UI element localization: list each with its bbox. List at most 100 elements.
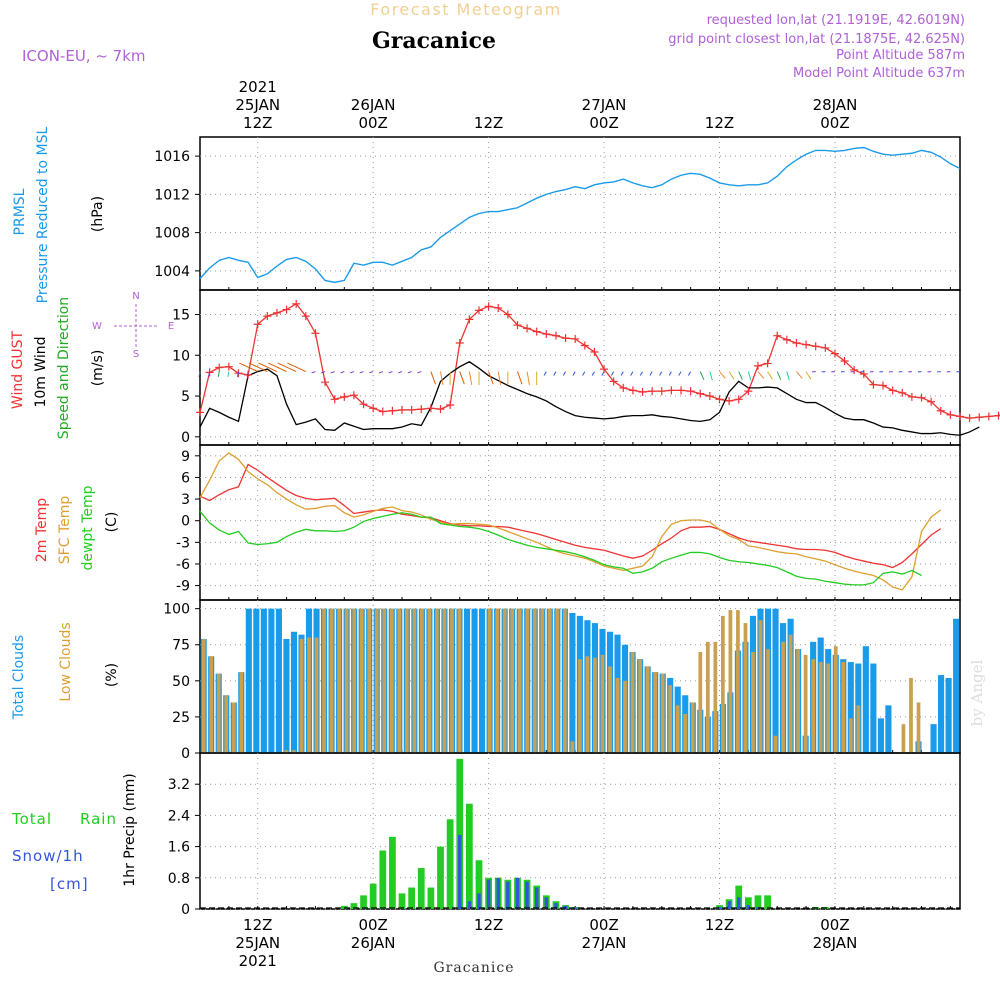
low-cloud-bar xyxy=(766,649,770,753)
wind-arrow xyxy=(388,371,393,374)
gust-marker xyxy=(696,389,705,398)
tsfc-line xyxy=(199,452,942,591)
y-tick-label: -6 xyxy=(176,557,190,573)
y-tick-label: 5 xyxy=(181,389,190,405)
low-cloud-bar xyxy=(645,666,650,753)
gust-marker xyxy=(628,386,637,395)
y-tick-label: 0.8 xyxy=(168,871,190,887)
gust-marker xyxy=(975,413,984,422)
low-cloud-label: Low Clouds xyxy=(58,622,74,701)
pressure-panel: PRMSL Pressure Reduced to MSL (hPa) 1004… xyxy=(12,126,961,303)
y-tick-label: 9 xyxy=(181,449,190,465)
bottom-time-label: 00Z xyxy=(589,916,618,934)
gust-marker xyxy=(811,342,820,351)
wind-arrow xyxy=(369,371,374,374)
low-cloud-bar xyxy=(593,657,597,753)
low-cloud-bar xyxy=(623,680,627,753)
low-cloud-bar xyxy=(495,608,499,753)
low-cloud-bar xyxy=(555,608,560,753)
gust-marker xyxy=(965,414,974,423)
low-cloud-bar xyxy=(450,608,454,753)
rain-bar xyxy=(446,819,454,909)
top-time-label: 12Z xyxy=(243,114,272,132)
low-cloud-bar xyxy=(299,638,304,753)
low-cloud-bar xyxy=(668,685,673,753)
total-cloud-bar xyxy=(847,662,854,753)
gust-marker xyxy=(523,324,532,333)
low-cloud-bar xyxy=(374,608,379,753)
low-cloud-bar xyxy=(705,641,710,753)
panel-frame xyxy=(199,752,961,910)
footer-location: Gracanice xyxy=(433,960,514,976)
y-tick-label: 0 xyxy=(181,746,190,762)
suptitle: Forecast Meteogram xyxy=(370,0,561,19)
wind-arrow xyxy=(582,371,586,376)
gust-marker xyxy=(946,410,955,419)
wind-arrow xyxy=(757,371,765,379)
requested-coords: requested lon,lat (21.1919E, 42.6019N) xyxy=(707,13,965,28)
low-cloud-bar xyxy=(201,638,206,753)
rain-bar xyxy=(408,887,416,909)
wind-arrow xyxy=(572,371,576,376)
pressure-label-2: Pressure Reduced to MSL xyxy=(35,126,51,303)
bottom-time-label: 12Z xyxy=(474,916,503,934)
low-cloud-bar xyxy=(224,695,229,753)
snow-bar xyxy=(746,905,751,909)
gust-marker xyxy=(667,386,676,395)
wind-arrow xyxy=(468,371,473,385)
low-cloud-bar xyxy=(540,608,545,753)
gust-marker xyxy=(474,306,483,315)
total-cloud-bar xyxy=(945,677,952,753)
y-tick-label: 1.6 xyxy=(168,840,190,856)
rain-bar xyxy=(456,758,464,909)
low-cloud-bar xyxy=(751,651,755,753)
wind-arrow xyxy=(620,371,624,376)
y-tick-label: 1004 xyxy=(154,264,190,280)
top-time-label: 28JAN xyxy=(813,96,858,114)
wind-arrow xyxy=(268,362,287,373)
wind-arrow xyxy=(277,362,297,373)
top-time-label: 00Z xyxy=(358,114,387,132)
gust-marker xyxy=(686,387,695,396)
y-tick-label: 25 xyxy=(172,710,190,726)
low-cloud-bar xyxy=(389,608,394,753)
low-cloud-bar xyxy=(525,608,530,753)
low-cloud-bar xyxy=(352,608,357,753)
y-tick-label: 3.2 xyxy=(168,777,190,793)
bottom-time-label: 00Z xyxy=(358,916,387,934)
gust-marker xyxy=(301,312,310,321)
gust-marker xyxy=(917,393,926,402)
low-cloud-bar xyxy=(856,705,861,753)
gust-marker xyxy=(869,380,878,389)
snow-bar xyxy=(486,879,491,909)
gust-marker xyxy=(715,395,724,404)
total-cloud-bar xyxy=(479,608,486,753)
wind-arrow xyxy=(678,371,682,376)
low-cloud-bar xyxy=(284,750,289,753)
pressure-label-1: PRMSL xyxy=(12,188,28,235)
y-tick-label: 1016 xyxy=(154,149,190,165)
wind-label: 10m Wind xyxy=(33,336,49,407)
location-title: Gracanice xyxy=(372,28,496,54)
wind-arrow xyxy=(767,371,773,380)
low-cloud-bar xyxy=(796,649,800,753)
gust-marker xyxy=(725,396,734,405)
precip-panel: 1hr Precip (mm) Total Rain Snow/1h [cm] … xyxy=(11,752,961,918)
gust-marker xyxy=(503,310,512,319)
low-cloud-bar xyxy=(231,702,236,753)
snow-unit: [cm] xyxy=(50,875,89,893)
wind-arrow xyxy=(639,371,643,376)
gust-marker xyxy=(282,305,291,314)
gust-marker xyxy=(561,334,570,343)
total-cloud-bar xyxy=(862,646,869,753)
wind-arrow xyxy=(430,371,436,385)
wind-arrow xyxy=(239,362,258,373)
total-cloud-bar xyxy=(569,612,576,753)
y-tick-label: 0 xyxy=(181,902,190,918)
y-tick-label: 100 xyxy=(163,602,190,618)
low-cloud-bar xyxy=(773,735,778,753)
top-time-label: 26JAN xyxy=(351,96,396,114)
total-cloud-bar xyxy=(463,608,471,753)
wind-arrow xyxy=(659,371,663,376)
y-tick-label: 10 xyxy=(172,348,190,364)
